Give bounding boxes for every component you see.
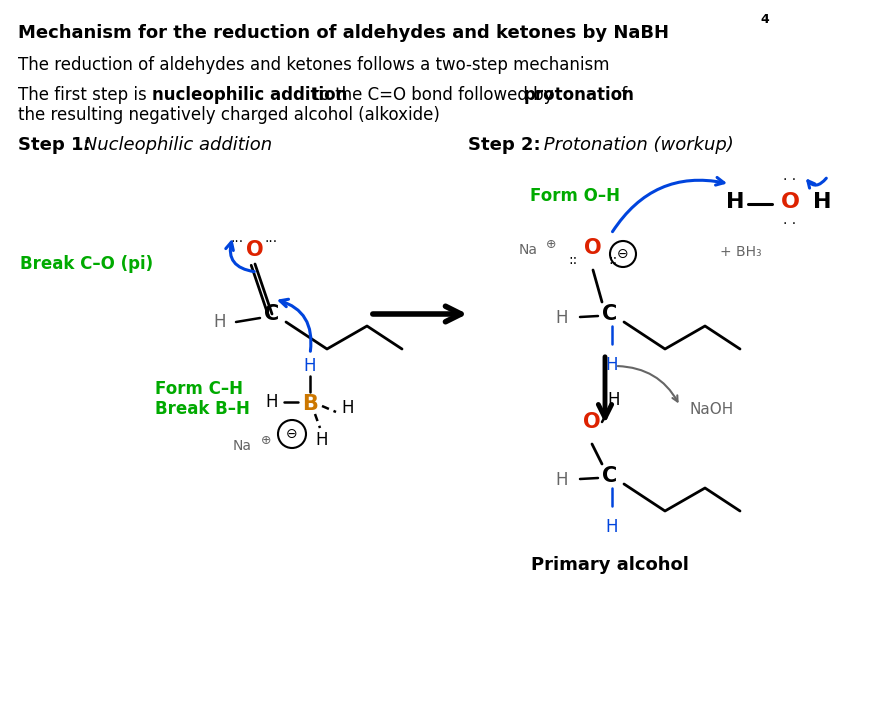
Text: O: O bbox=[781, 192, 799, 212]
Text: Na: Na bbox=[233, 439, 251, 453]
Text: Step 2:: Step 2: bbox=[468, 136, 541, 154]
Text: ⊕: ⊕ bbox=[546, 238, 557, 251]
Text: nucleophilic addition: nucleophilic addition bbox=[152, 86, 348, 104]
Text: H: H bbox=[608, 391, 620, 409]
Text: C: C bbox=[602, 304, 617, 324]
Text: H: H bbox=[606, 518, 618, 536]
Text: Step 1:: Step 1: bbox=[18, 136, 91, 154]
Text: H: H bbox=[726, 192, 744, 212]
Text: of: of bbox=[606, 86, 627, 104]
Text: H: H bbox=[341, 399, 355, 417]
Text: ⊖: ⊖ bbox=[617, 247, 629, 261]
Text: the resulting negatively charged alcohol (alkoxide): the resulting negatively charged alcohol… bbox=[18, 106, 440, 124]
Text: Protonation (workup): Protonation (workup) bbox=[538, 136, 734, 154]
Text: B: B bbox=[302, 394, 318, 414]
Text: 4: 4 bbox=[760, 13, 769, 26]
Text: Form O–H: Form O–H bbox=[530, 187, 620, 205]
Text: to the C=O bond followed by: to the C=O bond followed by bbox=[308, 86, 559, 104]
Text: ···: ··· bbox=[230, 235, 243, 249]
Text: Nucleophilic addition: Nucleophilic addition bbox=[78, 136, 273, 154]
Text: H: H bbox=[316, 431, 328, 449]
Text: C: C bbox=[265, 304, 280, 324]
Text: ::: :: bbox=[609, 253, 617, 267]
Text: Break C–O (pi): Break C–O (pi) bbox=[20, 255, 153, 273]
Text: · ·: · · bbox=[783, 217, 796, 231]
Text: The reduction of aldehydes and ketones follows a two-step mechanism: The reduction of aldehydes and ketones f… bbox=[18, 56, 609, 74]
Text: O: O bbox=[246, 240, 264, 260]
Text: Form C–H: Form C–H bbox=[155, 380, 243, 398]
Text: H: H bbox=[606, 356, 618, 374]
Text: ::: :: bbox=[568, 253, 578, 267]
Text: Na: Na bbox=[519, 243, 537, 257]
Text: Mechanism for the reduction of aldehydes and ketones by NaBH: Mechanism for the reduction of aldehydes… bbox=[18, 24, 669, 42]
Text: H: H bbox=[213, 313, 226, 331]
Text: H: H bbox=[556, 309, 568, 327]
Text: The first step is: The first step is bbox=[18, 86, 152, 104]
Text: H: H bbox=[303, 357, 317, 375]
Text: · ·: · · bbox=[783, 173, 796, 187]
Text: O: O bbox=[584, 238, 602, 258]
Text: H: H bbox=[265, 393, 278, 411]
Text: ⊖: ⊖ bbox=[286, 427, 298, 441]
Text: Break B–H: Break B–H bbox=[155, 400, 250, 418]
Text: + BH₃: + BH₃ bbox=[720, 245, 762, 259]
Text: NaOH: NaOH bbox=[690, 401, 734, 416]
Text: O: O bbox=[583, 412, 601, 432]
Text: ⊕: ⊕ bbox=[261, 433, 272, 446]
Text: H: H bbox=[812, 192, 831, 212]
Text: H: H bbox=[556, 471, 568, 489]
Text: C: C bbox=[602, 466, 617, 486]
Text: ···: ··· bbox=[265, 235, 278, 249]
Text: Primary alcohol: Primary alcohol bbox=[531, 556, 689, 574]
Text: protonation: protonation bbox=[524, 86, 635, 104]
